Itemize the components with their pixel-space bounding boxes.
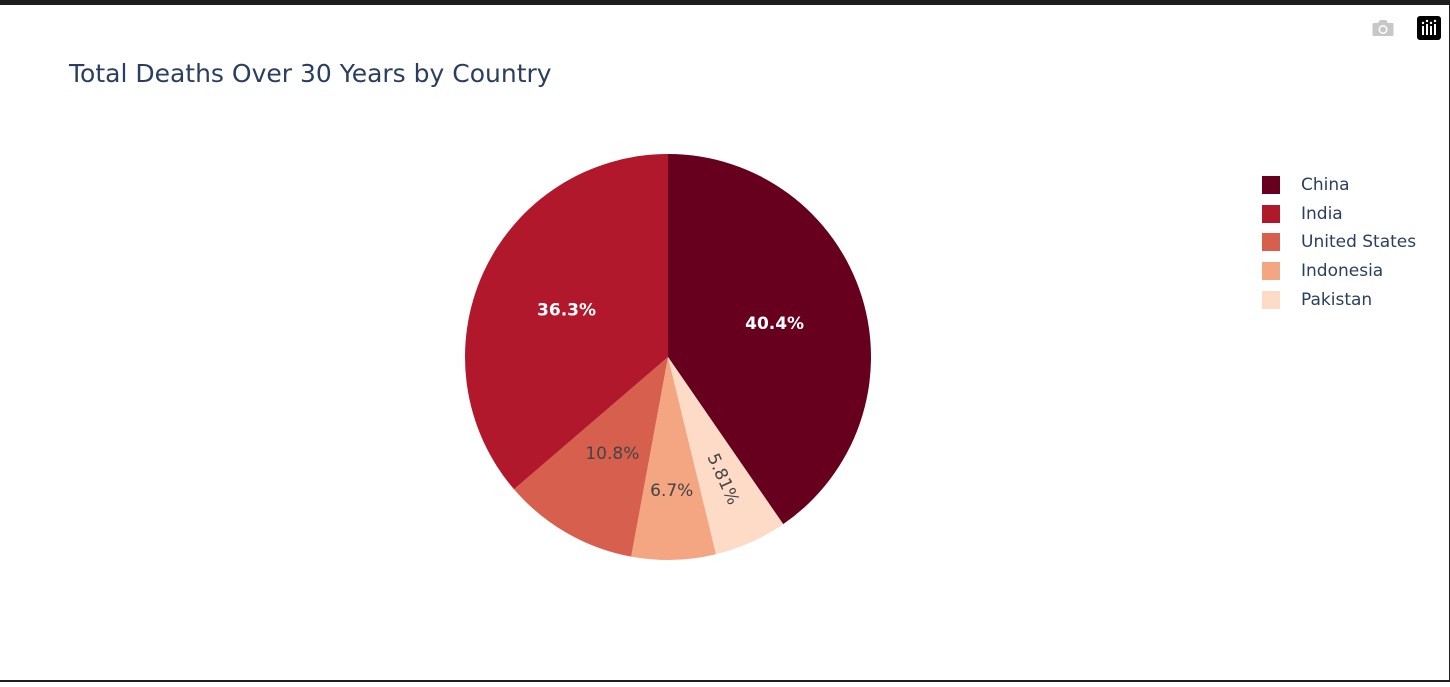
legend-swatch xyxy=(1262,233,1280,252)
pie-slice-china[interactable] xyxy=(668,154,871,525)
legend-label: China xyxy=(1301,175,1350,196)
camera-icon[interactable] xyxy=(1370,15,1396,41)
legend-label: India xyxy=(1301,203,1343,224)
legend-item-china[interactable]: China xyxy=(1262,171,1416,200)
legend-label: Pakistan xyxy=(1301,289,1373,310)
pie-slice-pakistan[interactable] xyxy=(668,357,784,555)
legend-item-pakistan[interactable]: Pakistan xyxy=(1262,285,1416,314)
plotly-logo-icon[interactable] xyxy=(1416,15,1442,41)
legend-swatch xyxy=(1262,290,1280,309)
legend-item-indonesia[interactable]: Indonesia xyxy=(1262,257,1416,286)
chart-title: Total Deaths Over 30 Years by Country xyxy=(69,59,552,88)
legend-item-united-states[interactable]: United States xyxy=(1262,228,1416,257)
legend-swatch xyxy=(1262,262,1280,281)
slice-label-united-states: 10.8% xyxy=(585,444,639,464)
legend-item-india[interactable]: India xyxy=(1262,200,1416,229)
slice-label-india: 36.3% xyxy=(537,300,596,320)
modebar xyxy=(1370,15,1442,41)
legend-label: Indonesia xyxy=(1301,261,1384,282)
legend: China India United States Indonesia Pakistan xyxy=(1262,171,1416,314)
slice-label-indonesia: 6.7% xyxy=(650,481,693,501)
pie-slice-india[interactable] xyxy=(465,154,668,490)
pie-slice-indonesia[interactable] xyxy=(631,357,716,560)
legend-swatch xyxy=(1262,204,1280,223)
legend-label: United States xyxy=(1301,232,1417,253)
slice-label-china: 40.4% xyxy=(745,314,804,334)
pie-slice-united-states[interactable] xyxy=(514,357,668,557)
pie-chart: 40.4%5.81%6.7%10.8%36.3% xyxy=(465,154,871,560)
legend-swatch xyxy=(1262,176,1280,195)
